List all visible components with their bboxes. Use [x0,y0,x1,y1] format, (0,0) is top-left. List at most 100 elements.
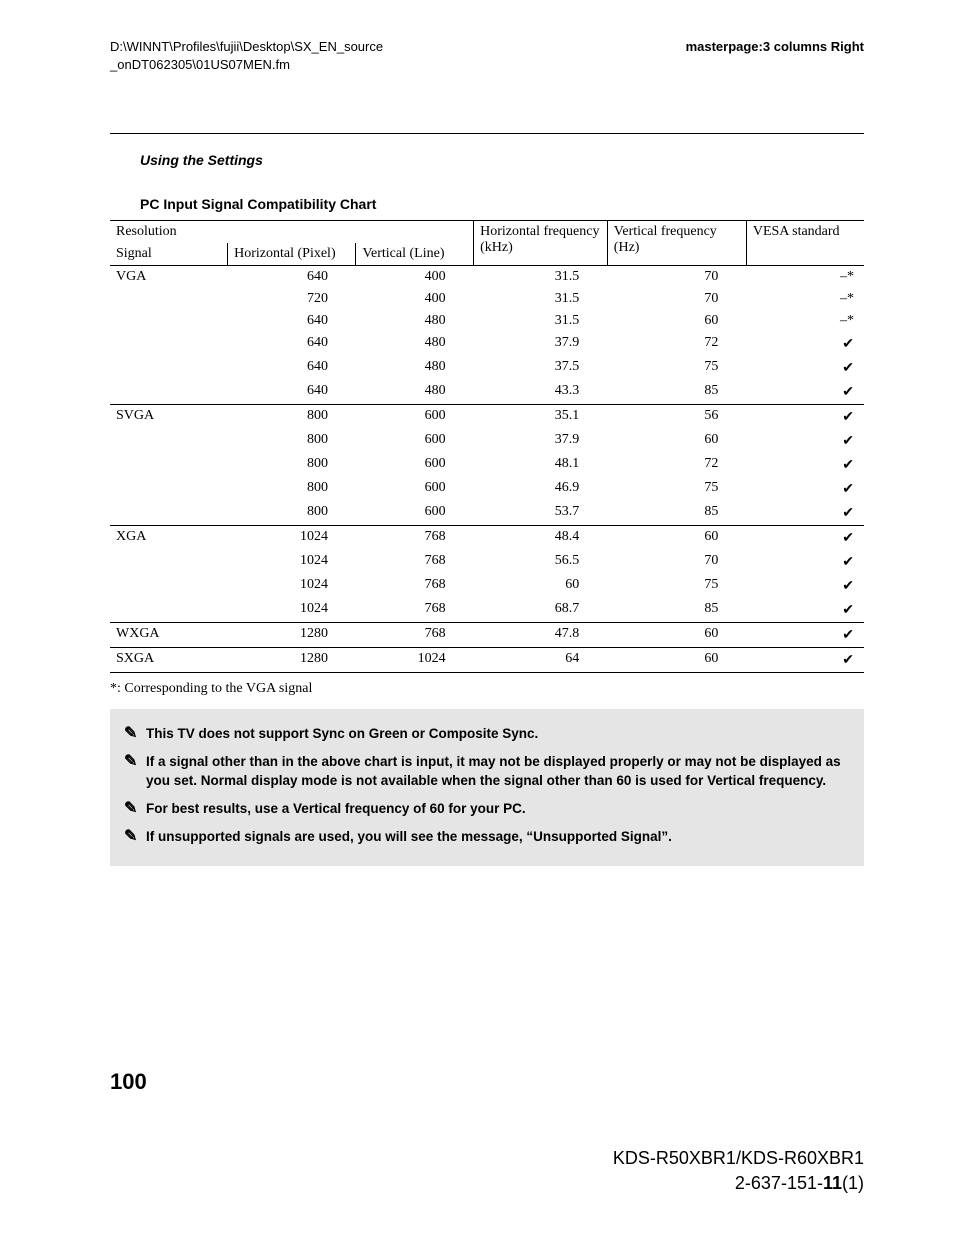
footer-partno-post: (1) [842,1173,864,1193]
cell-hfreq: 48.4 [474,526,608,551]
cell-vline: 480 [356,332,474,356]
check-icon: ✔ [842,601,854,617]
check-icon: ✔ [842,651,854,667]
cell-vfreq: 75 [607,356,746,380]
table-row: 80060046.975✔ [110,477,864,501]
cell-vline: 768 [356,623,474,648]
cell-vfreq: 85 [607,380,746,405]
cell-vesa: ✔ [746,501,864,526]
cell-vesa: ✔ [746,429,864,453]
check-icon: ✔ [842,359,854,375]
note-text: If unsupported signals are used, you wil… [146,828,850,846]
table-row: 80060048.172✔ [110,453,864,477]
cell-vesa: ✔ [746,380,864,405]
cell-vfreq: 60 [607,526,746,551]
note-item: ✎For best results, use a Vertical freque… [124,800,850,818]
cell-vfreq: 85 [607,501,746,526]
cell-vfreq: 75 [607,574,746,598]
cell-vline: 600 [356,405,474,430]
footer-partno-bold: 11 [823,1173,842,1193]
section-title: Using the Settings [140,152,864,168]
cell-hpx: 800 [228,501,356,526]
cell-vesa: –* [746,288,864,310]
th-hfreq: Horizontal frequency (kHz) [474,221,608,266]
cell-vfreq: 56 [607,405,746,430]
cell-hfreq: 35.1 [474,405,608,430]
cell-vline: 480 [356,356,474,380]
cell-hpx: 640 [228,332,356,356]
th-hpx: Horizontal (Pixel) [228,243,356,266]
cell-vline: 768 [356,526,474,551]
note-item: ✎If unsupported signals are used, you wi… [124,828,850,846]
header-path-line1: D:\WINNT\Profiles\fujii\Desktop\SX_EN_so… [110,39,383,54]
cell-vesa: ✔ [746,598,864,623]
cell-vfreq: 60 [607,623,746,648]
cell-vline: 480 [356,310,474,332]
table-row: 72040031.570–* [110,288,864,310]
cell-hpx: 640 [228,266,356,289]
table-row: WXGA128076847.860✔ [110,623,864,648]
footer-partno-pre: 2-637-151- [735,1173,823,1193]
table-row: SVGA80060035.156✔ [110,405,864,430]
cell-hfreq: 43.3 [474,380,608,405]
cell-vline: 480 [356,380,474,405]
cell-vesa: ✔ [746,405,864,430]
table-row: 64048037.972✔ [110,332,864,356]
pencil-icon: ✎ [124,801,146,817]
page-header: D:\WINNT\Profiles\fujii\Desktop\SX_EN_so… [110,38,864,73]
th-vline: Vertical (Line) [356,243,474,266]
pencil-icon: ✎ [124,829,146,845]
cell-hpx: 720 [228,288,356,310]
footer-partno: 2-637-151-11(1) [613,1171,864,1195]
cell-signal [110,453,228,477]
cell-hpx: 800 [228,429,356,453]
cell-signal: SXGA [110,648,228,673]
table-row: 80060053.785✔ [110,501,864,526]
cell-hfreq: 47.8 [474,623,608,648]
cell-hpx: 1280 [228,623,356,648]
table-row: 102476856.570✔ [110,550,864,574]
cell-hfreq: 31.5 [474,266,608,289]
cell-hfreq: 64 [474,648,608,673]
cell-hfreq: 31.5 [474,310,608,332]
cell-vfreq: 70 [607,266,746,289]
check-icon: ✔ [842,456,854,472]
check-icon: ✔ [842,553,854,569]
cell-vesa: ✔ [746,623,864,648]
table-body: VGA64040031.570–*72040031.570–*64048031.… [110,266,864,673]
cell-vline: 768 [356,598,474,623]
subsection-title: PC Input Signal Compatibility Chart [140,196,864,212]
table-row: SXGA128010246460✔ [110,648,864,673]
cell-signal [110,477,228,501]
cell-vline: 768 [356,550,474,574]
cell-vline: 1024 [356,648,474,673]
cell-vline: 600 [356,453,474,477]
cell-vline: 400 [356,288,474,310]
th-signal: Signal [110,243,228,266]
check-icon: ✔ [842,577,854,593]
cell-hfreq: 53.7 [474,501,608,526]
cell-signal [110,574,228,598]
cell-vesa: ✔ [746,574,864,598]
cell-vfreq: 85 [607,598,746,623]
cell-vline: 400 [356,266,474,289]
cell-hpx: 800 [228,477,356,501]
check-icon: ✔ [842,504,854,520]
signal-table: Resolution Horizontal frequency (kHz) Ve… [110,220,864,673]
cell-vfreq: 72 [607,332,746,356]
cell-signal [110,332,228,356]
cell-vesa: ✔ [746,477,864,501]
cell-hfreq: 37.9 [474,429,608,453]
check-icon: ✔ [842,529,854,545]
cell-signal: VGA [110,266,228,289]
th-resolution: Resolution [110,221,474,244]
cell-vline: 600 [356,477,474,501]
cell-vfreq: 70 [607,288,746,310]
cell-signal [110,429,228,453]
cell-vesa: –* [746,266,864,289]
cell-vesa: ✔ [746,356,864,380]
table-head: Resolution Horizontal frequency (kHz) Ve… [110,221,864,266]
cell-hpx: 800 [228,453,356,477]
cell-signal [110,501,228,526]
cell-hfreq: 37.5 [474,356,608,380]
